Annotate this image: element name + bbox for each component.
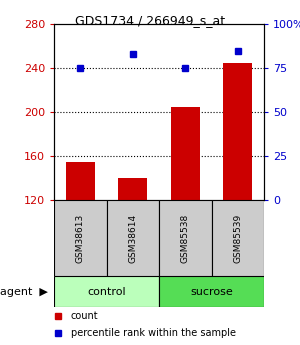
Text: GSM85538: GSM85538	[181, 214, 190, 263]
Text: count: count	[71, 311, 98, 321]
Bar	[118, 178, 147, 200]
Bar	[106, 200, 159, 276]
Bar	[159, 200, 211, 276]
Text: GSM85539: GSM85539	[233, 214, 242, 263]
Text: control: control	[87, 287, 126, 296]
Bar	[171, 107, 200, 200]
Text: sucrose: sucrose	[190, 287, 233, 296]
Bar	[54, 276, 159, 307]
Text: GSM38613: GSM38613	[76, 214, 85, 263]
Text: agent  ▶: agent ▶	[0, 287, 48, 296]
Bar	[159, 276, 264, 307]
Text: percentile rank within the sample: percentile rank within the sample	[71, 328, 236, 338]
Text: GDS1734 / 266949_s_at: GDS1734 / 266949_s_at	[75, 14, 225, 27]
Bar	[54, 200, 106, 276]
Bar	[66, 161, 95, 200]
Text: GSM38614: GSM38614	[128, 214, 137, 263]
Bar	[212, 200, 264, 276]
Bar	[223, 63, 252, 200]
